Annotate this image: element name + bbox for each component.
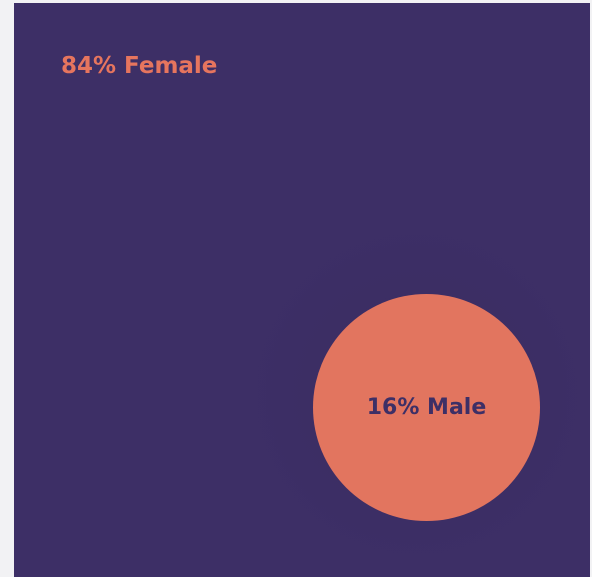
male-share-label: 16% Male	[366, 395, 487, 420]
gender-proportion-chart: 84% Female 16% Male	[14, 3, 590, 577]
female-share-label: 84% Female	[61, 53, 218, 79]
male-share-circle: 16% Male	[313, 294, 540, 521]
